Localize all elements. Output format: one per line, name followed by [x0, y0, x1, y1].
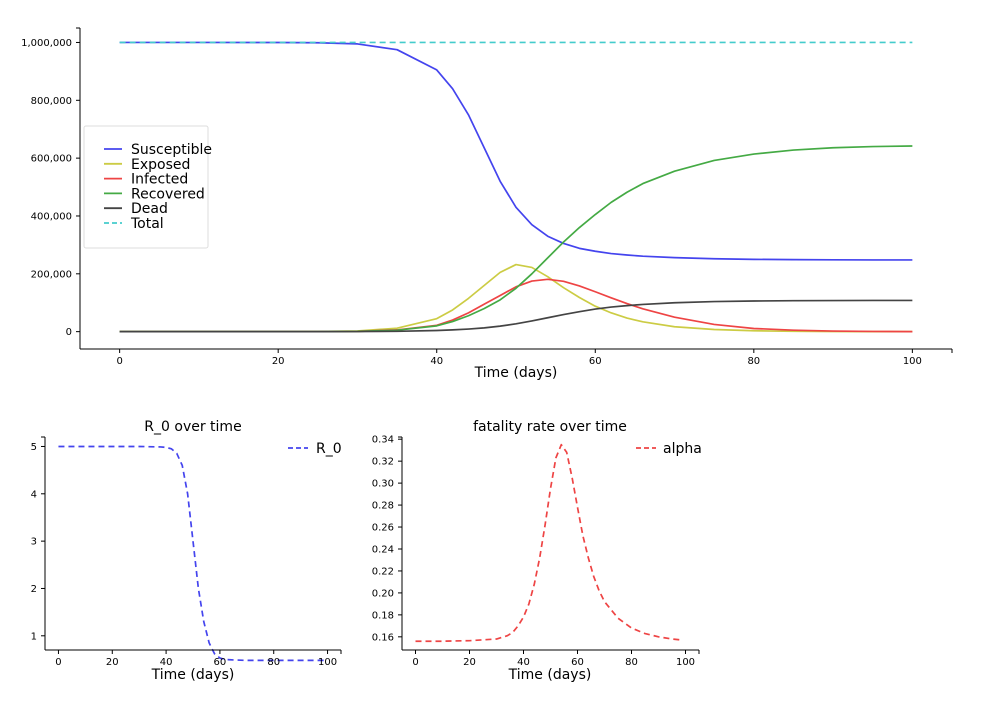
main-chart: 0 20 40 60 80 100 0 200,000 400,000 600,000 800,00… — [21, 27, 953, 381]
fatality-x-tick-label-2: 40 — [517, 657, 530, 668]
main-legend-label-0: Susceptible — [131, 142, 212, 158]
r0-chart-legend: R_0 — [288, 441, 342, 457]
fatality-chart-title: fatality rate over time — [473, 419, 627, 435]
fatality-chart: fatality rate over time 0 20 40 60 80 100 0.16… — [372, 419, 702, 683]
r0-x-tick-label-0: 0 — [55, 657, 61, 668]
main-y-tick-label-5: 1,000,000 — [21, 38, 72, 49]
main-series-line-1 — [119, 263, 913, 333]
main-x-tick-label-3: 60 — [589, 356, 602, 367]
fatality-legend-label-0: alpha — [663, 441, 702, 457]
main-series-line-4 — [119, 299, 913, 333]
r0-x-tick-label-1: 20 — [106, 657, 119, 668]
r0-x-tick-label-3: 60 — [214, 657, 227, 668]
r0-chart: R_0 over time 0 20 40 60 80 100 1 2 3 4 5 Time (da… — [31, 419, 342, 683]
r0-chart-title: R_0 over time — [144, 419, 241, 435]
main-legend-label-3: Recovered — [131, 186, 205, 202]
fatality-series-line-0 — [415, 443, 683, 643]
fatality-y-tick-label-6: 0.28 — [372, 501, 394, 512]
fatality-x-tick-label-0: 0 — [412, 657, 418, 668]
r0-y-tick-label-1: 2 — [31, 584, 37, 595]
r0-y-tick-label-3: 4 — [31, 489, 37, 500]
fatality-y-tick-label-7: 0.30 — [372, 479, 394, 490]
r0-chart-series — [58, 445, 328, 662]
fatality-y-tick-label-4: 0.24 — [372, 544, 394, 555]
fatality-y-tick-label-0: 0.16 — [372, 632, 394, 643]
main-y-tick-label-0: 0 — [66, 327, 72, 338]
fatality-x-tick-label-4: 80 — [625, 657, 638, 668]
r0-legend-label-0: R_0 — [316, 441, 342, 457]
main-y-tick-label-2: 400,000 — [31, 211, 72, 222]
fatality-x-tick-label-5: 100 — [676, 657, 695, 668]
main-legend-label-4: Dead — [131, 201, 168, 217]
main-y-tick-label-3: 600,000 — [31, 154, 72, 165]
main-x-tick-label-5: 100 — [903, 356, 922, 367]
main-x-tick-label-1: 20 — [272, 356, 285, 367]
r0-x-tick-label-5: 100 — [318, 657, 337, 668]
fatality-chart-series — [415, 443, 683, 643]
r0-chart-axes: 0 20 40 60 80 100 1 2 3 4 5 — [31, 436, 342, 668]
fatality-y-tick-label-5: 0.26 — [372, 523, 394, 534]
main-y-tick-label-4: 800,000 — [31, 96, 72, 107]
r0-x-tick-label-4: 80 — [267, 657, 280, 668]
main-x-tick-label-0: 0 — [116, 356, 122, 367]
fatality-y-tick-label-3: 0.22 — [372, 566, 394, 577]
main-chart-axes: 0 20 40 60 80 100 0 200,000 400,000 600,000 800,00… — [21, 27, 953, 367]
fatality-y-tick-label-9: 0.34 — [372, 435, 394, 446]
fatality-chart-xlabel: Time (days) — [508, 667, 592, 683]
fatality-x-tick-label-3: 60 — [571, 657, 584, 668]
r0-chart-xlabel: Time (days) — [151, 667, 235, 683]
main-x-tick-label-2: 40 — [430, 356, 443, 367]
fatality-chart-axes: 0 20 40 60 80 100 0.16 0.18 0.20 0.22 0.24 0.26 0.28… — [372, 435, 700, 668]
main-series-line-3 — [119, 145, 913, 333]
main-chart-legend: SusceptibleExposedInfectedRecoveredDeadT… — [83, 125, 212, 249]
fatality-y-tick-label-1: 0.18 — [372, 610, 394, 621]
main-y-tick-label-1: 200,000 — [31, 269, 72, 280]
main-x-tick-label-4: 80 — [747, 356, 760, 367]
fatality-x-tick-label-1: 20 — [463, 657, 476, 668]
r0-y-tick-label-2: 3 — [31, 537, 37, 548]
r0-y-tick-label-4: 5 — [31, 442, 37, 453]
fatality-chart-legend: alpha — [636, 441, 702, 457]
fatality-y-tick-label-8: 0.32 — [372, 457, 394, 468]
fatality-y-tick-label-2: 0.20 — [372, 588, 394, 599]
r0-y-tick-label-0: 1 — [31, 631, 37, 642]
main-series-line-0 — [119, 41, 913, 261]
main-chart-series — [119, 41, 913, 333]
main-legend-label-1: Exposed — [131, 157, 190, 173]
main-chart-legend-frame — [83, 125, 209, 249]
main-legend-label-2: Infected — [131, 172, 188, 188]
main-chart-xlabel: Time (days) — [474, 365, 558, 381]
r0-series-line-0 — [58, 445, 328, 662]
main-legend-label-5: Total — [130, 216, 164, 232]
r0-x-tick-label-2: 40 — [160, 657, 173, 668]
